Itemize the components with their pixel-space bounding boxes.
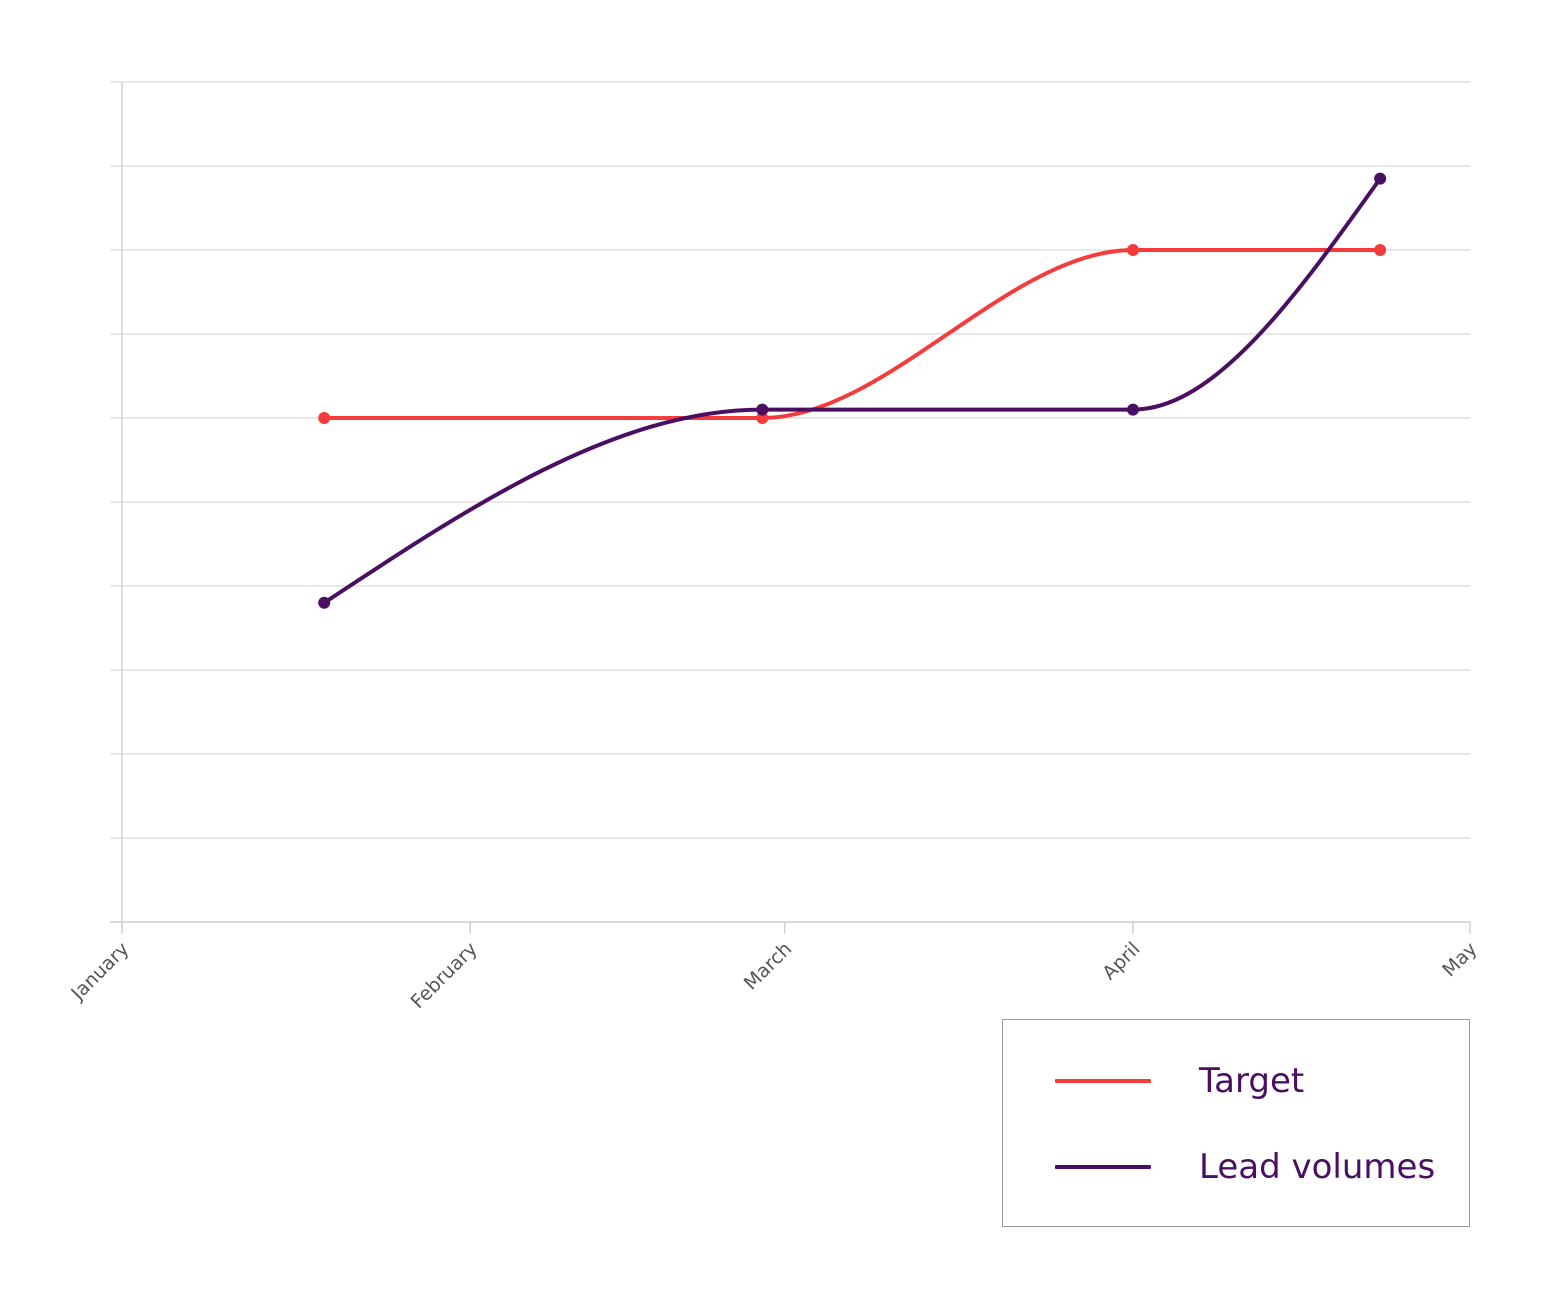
x-tick-label: April (1098, 938, 1144, 984)
legend-item-lead-volumes[interactable]: Lead volumes (1055, 1142, 1435, 1192)
x-tick-label: March (740, 938, 797, 995)
legend: Target Lead volumes (1002, 1019, 1470, 1227)
series-lines (322, 176, 1383, 605)
legend-label-target: Target (1199, 1061, 1305, 1101)
series-line-lead-volumes (322, 176, 1383, 605)
data-point-lead-volumes (1374, 172, 1387, 185)
gridlines (110, 81, 1470, 923)
data-point-lead-volumes (756, 403, 769, 416)
legend-swatch-lead-volumes (1055, 1165, 1151, 1169)
legend-item-target[interactable]: Target (1055, 1056, 1304, 1106)
data-point-target (756, 412, 769, 424)
data-points (318, 172, 1387, 609)
x-tick-label: January (66, 938, 133, 1005)
series-line-target (322, 248, 1383, 421)
legend-swatch-target (1055, 1079, 1151, 1083)
data-point-lead-volumes (318, 596, 331, 609)
x-tick-label: May (1438, 938, 1481, 981)
data-point-target (1374, 244, 1387, 256)
data-point-lead-volumes (1127, 403, 1139, 416)
legend-label-lead-volumes: Lead volumes (1199, 1147, 1436, 1187)
axes (110, 82, 1471, 934)
data-point-target (1127, 244, 1139, 256)
x-tick-labels: January February March April May (66, 938, 1481, 1013)
x-tick-label: February (407, 938, 482, 1013)
data-point-target (318, 412, 331, 424)
